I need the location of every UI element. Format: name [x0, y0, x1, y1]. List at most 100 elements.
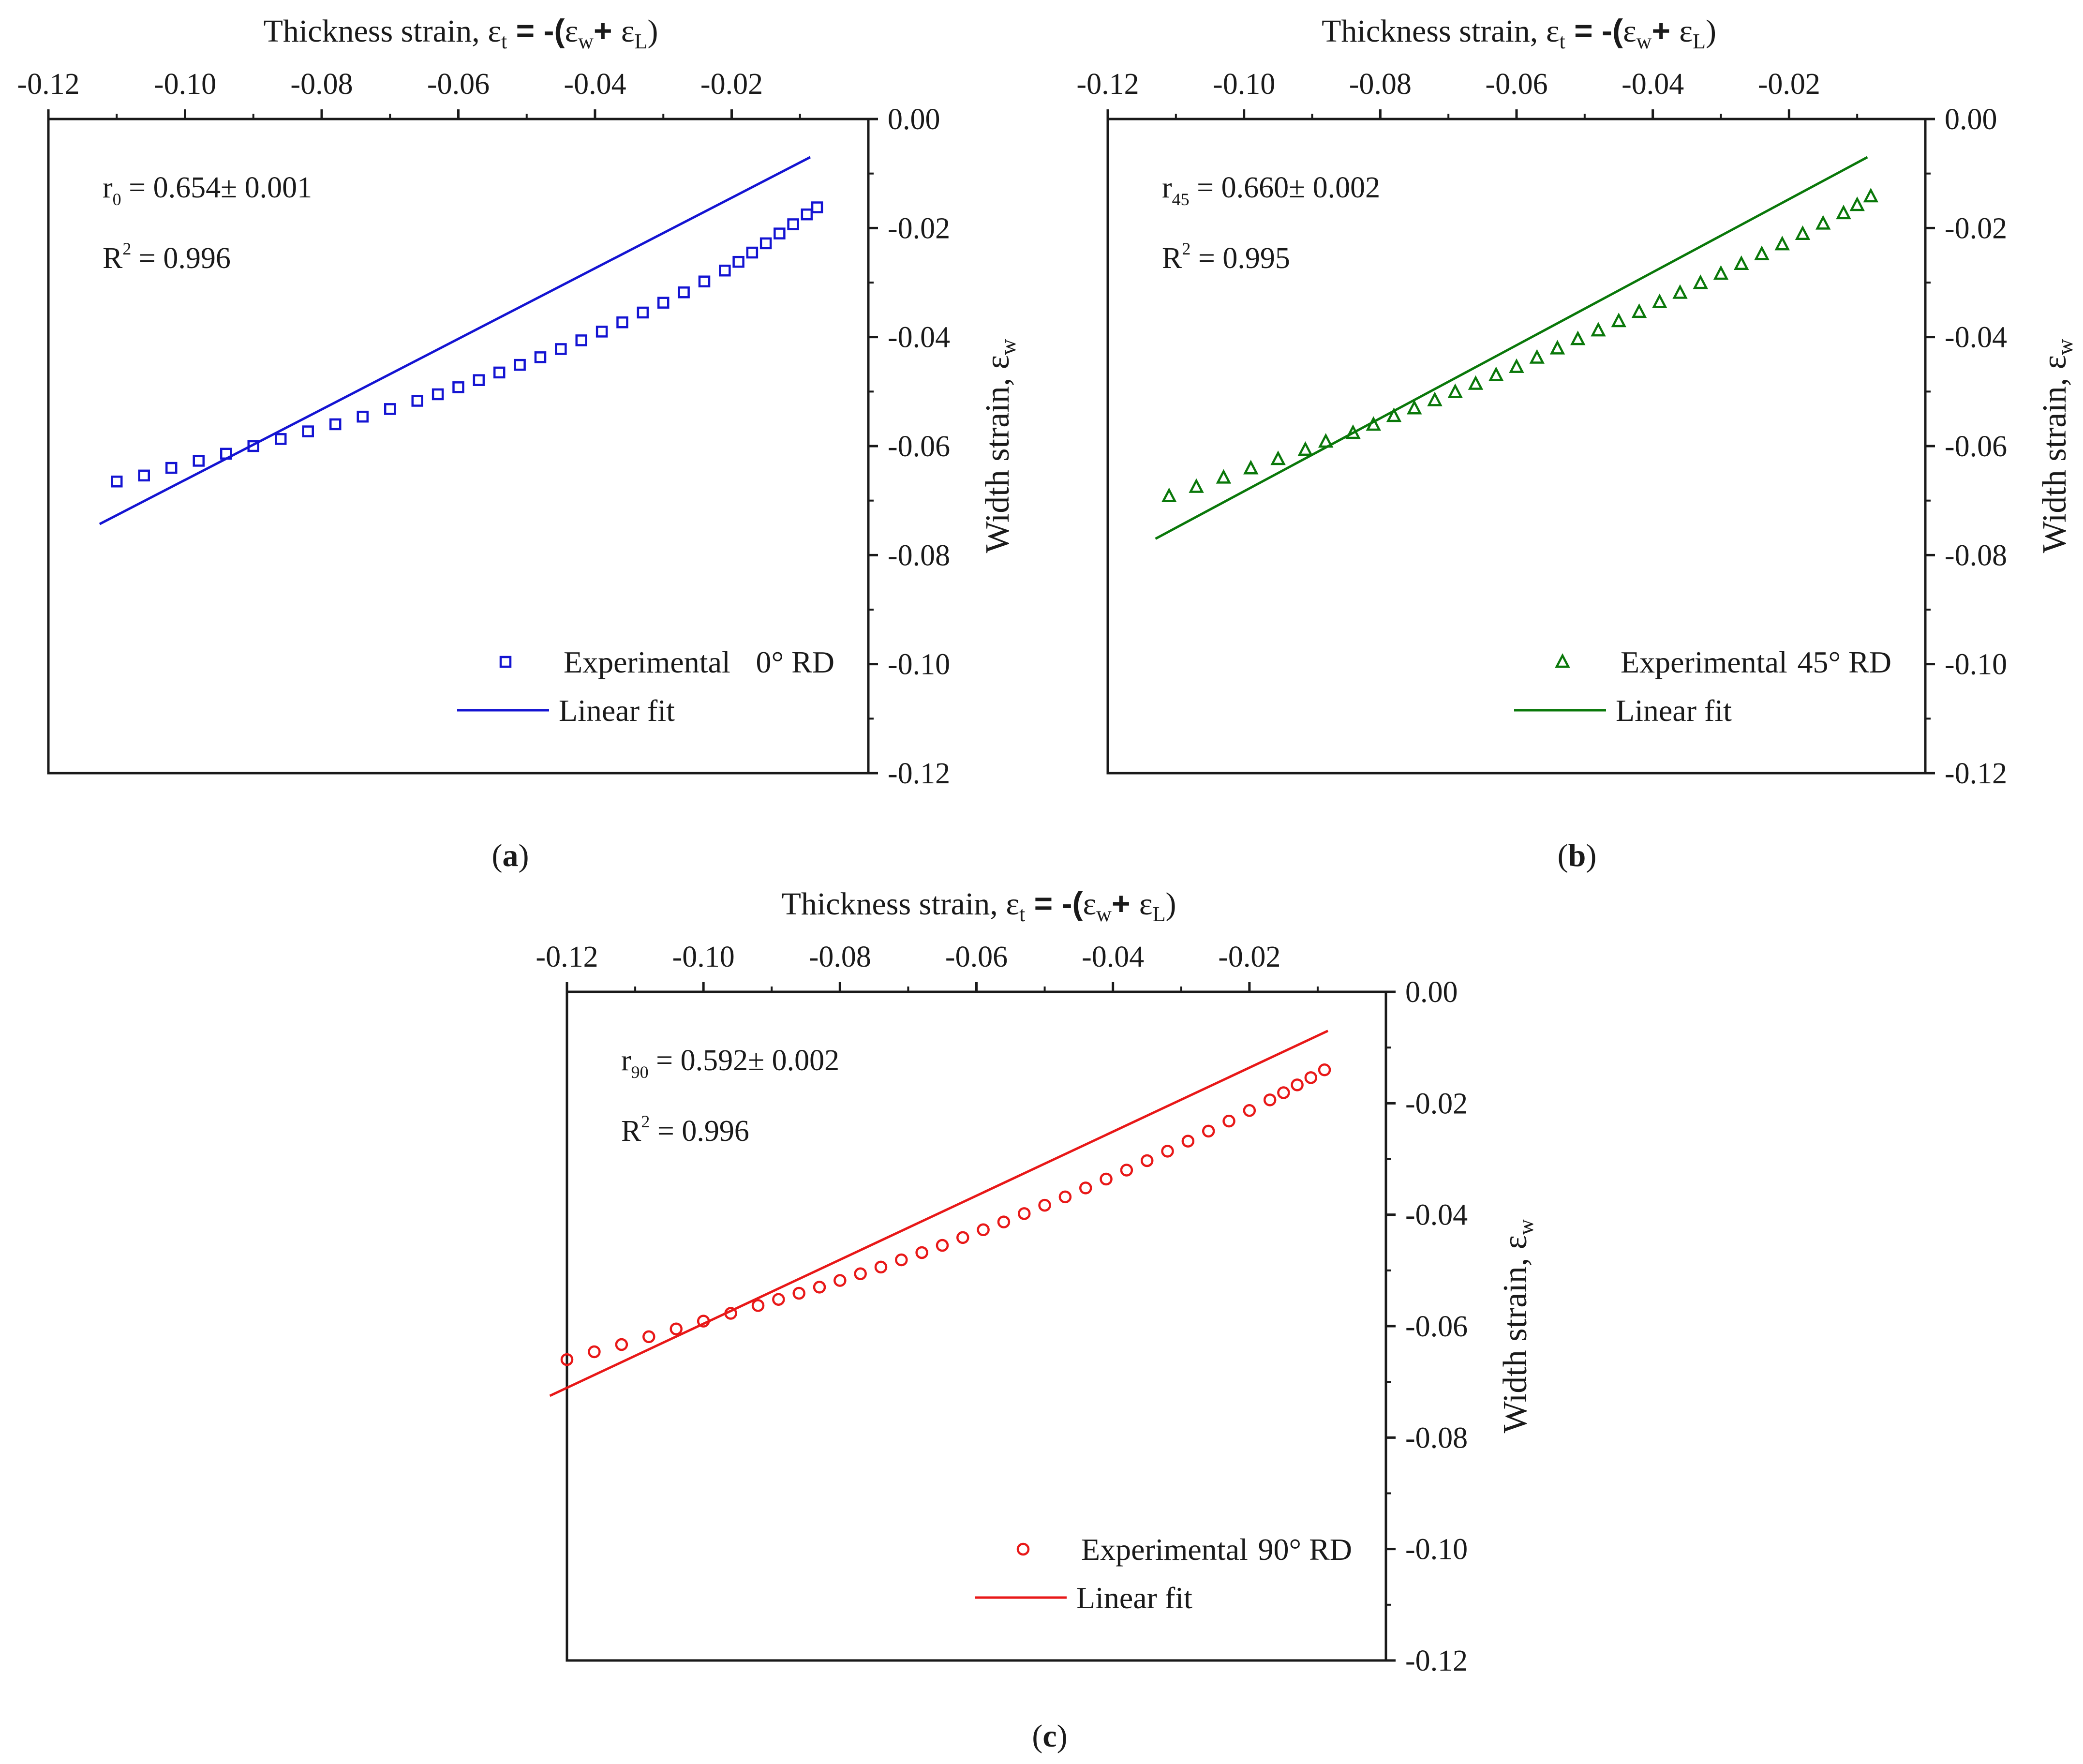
x-tick-label: -0.10 — [1213, 68, 1275, 101]
x-axis-title-text: Thickness strain, — [1322, 14, 1546, 49]
data-point — [787, 218, 799, 230]
x-axis-title: Thickness strain, εt = -(εw+ εL) — [1322, 13, 1716, 53]
data-point — [1849, 196, 1865, 211]
y-axis-title: Width strain, εw — [2036, 339, 2077, 553]
data-point — [1140, 1154, 1154, 1167]
panel-b: -0.12 -0.10 -0.08 -0.06 -0.04 -0.02 0.00 -0.02 -… — [1076, 13, 2077, 873]
data-point — [1270, 450, 1286, 465]
panel-label-close: ) — [1586, 838, 1596, 873]
data-point — [247, 440, 259, 452]
data-point — [956, 1231, 969, 1244]
data-point — [1216, 469, 1232, 484]
data-point — [138, 469, 150, 482]
x-tick-label: -0.10 — [154, 68, 216, 101]
r2-superscript: 2 — [641, 1112, 650, 1131]
y-tick-label: -0.02 — [1945, 212, 2007, 245]
data-point — [534, 351, 547, 363]
epsilon-symbol: ε — [1083, 886, 1096, 922]
panel-label-letter: b — [1568, 838, 1586, 873]
panel-label: (a) — [492, 838, 529, 873]
panel-label-open: ( — [492, 838, 503, 873]
data-point — [1693, 274, 1708, 289]
x-tick-label: -0.02 — [700, 68, 763, 101]
data-point — [678, 286, 690, 299]
epsilon-symbol: ε — [1679, 14, 1693, 49]
data-point — [1427, 391, 1443, 406]
data-point — [774, 227, 786, 239]
data-point — [514, 359, 526, 371]
y-tick-label: -0.04 — [1945, 321, 2007, 354]
data-point — [697, 1315, 710, 1328]
data-point — [874, 1260, 888, 1274]
x-axis-subscript-w: w — [578, 30, 594, 53]
panel-label-open: ( — [1032, 1719, 1042, 1754]
data-point — [1291, 1078, 1304, 1091]
data-point — [384, 403, 396, 415]
data-point — [329, 418, 342, 431]
r-value: = 0.592± 0.002 — [649, 1044, 840, 1077]
y-tick-label: 0.00 — [888, 103, 940, 136]
r-subscript: 45 — [1172, 190, 1190, 209]
legend-orientation-label: 0° RD — [756, 645, 835, 679]
data-point — [1386, 407, 1402, 422]
y-axis-title: Width strain, εw — [1497, 1219, 1538, 1434]
x-tick-label: -0.12 — [17, 68, 79, 101]
r-symbol: r — [103, 171, 113, 204]
data-point — [811, 201, 823, 213]
data-point — [1304, 1071, 1318, 1084]
y-axis-title-text: Width strain, — [1497, 1249, 1534, 1433]
x-axis-subscript-t: t — [1560, 30, 1565, 53]
epsilon-symbol: ε — [979, 355, 1016, 369]
r2-symbol: R — [1162, 242, 1182, 275]
data-point — [657, 297, 670, 309]
data-point — [1734, 255, 1749, 270]
data-point — [1672, 284, 1688, 299]
legend-marker — [1016, 1542, 1030, 1556]
data-point — [642, 1330, 655, 1344]
data-point — [452, 381, 464, 393]
epsilon-symbol: ε — [1546, 14, 1560, 49]
legend-fit-label: Linear fit — [1076, 1581, 1192, 1615]
data-point — [1509, 358, 1524, 373]
y-tick-label: 0.00 — [1945, 103, 1997, 136]
data-point — [1202, 1124, 1215, 1138]
data-point — [1863, 188, 1879, 203]
r-symbol: r — [1162, 171, 1172, 204]
legend-experimental-label: Experimental — [564, 645, 730, 679]
y-tick-label: -0.04 — [1405, 1199, 1468, 1232]
data-point — [751, 1299, 765, 1312]
data-point — [1611, 313, 1626, 328]
epsilon-symbol: ε — [1139, 886, 1153, 922]
data-point — [1058, 1190, 1072, 1204]
x-tick-label: -0.06 — [945, 941, 1008, 973]
data-point — [1243, 1104, 1256, 1117]
x-axis-plus: + — [1652, 13, 1679, 48]
x-axis-subscript-t: t — [1019, 902, 1025, 926]
legend-orientation-label: 90° RD — [1258, 1532, 1353, 1567]
x-tick-label: -0.08 — [1349, 68, 1412, 101]
x-tick-label: -0.04 — [1082, 941, 1144, 973]
r-value-annotation: r45 = 0.660± 0.002 — [1162, 171, 1380, 209]
data-point — [724, 1307, 737, 1320]
data-point — [1795, 225, 1811, 240]
data-point — [637, 306, 649, 319]
data-point — [895, 1253, 908, 1267]
r-value: = 0.654± 0.001 — [121, 171, 312, 204]
data-point — [1591, 322, 1606, 337]
data-point — [588, 1345, 601, 1359]
r2-symbol: R — [621, 1115, 641, 1148]
data-point — [275, 433, 287, 445]
data-point — [411, 395, 423, 407]
legend-experimental-label: Experimental — [1081, 1532, 1248, 1567]
data-point — [1038, 1198, 1051, 1212]
legend-fit-label: Linear fit — [559, 693, 675, 728]
data-point — [1277, 1086, 1290, 1099]
data-point — [1263, 1093, 1277, 1106]
data-point — [1836, 205, 1851, 220]
panel-a: -0.12 -0.10 -0.08 -0.06 -0.04 -0.02 0.00 -0.02 -… — [17, 13, 1020, 873]
x-tick-label: -0.08 — [290, 68, 353, 101]
data-point — [1079, 1181, 1092, 1195]
y-axis-title-text: Width strain, — [2036, 369, 2073, 553]
x-axis-plus: + — [1112, 885, 1139, 921]
epsilon-symbol: ε — [1497, 1235, 1534, 1249]
